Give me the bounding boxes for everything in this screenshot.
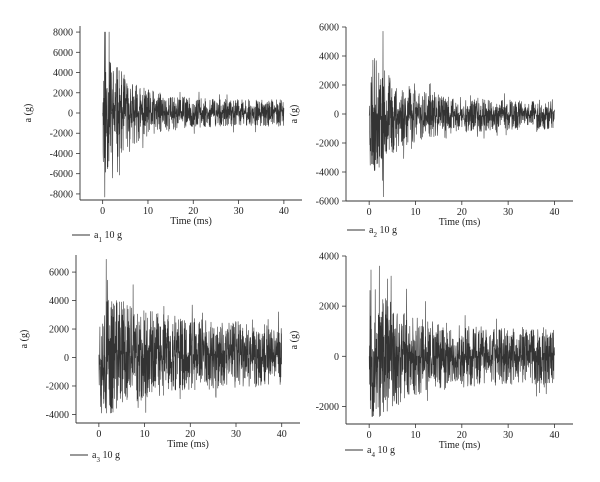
y-tick-label: 4000	[319, 52, 339, 63]
x-tick-label: 40	[549, 207, 559, 218]
y-tick-label: 6000	[319, 23, 339, 34]
x-axis-title: Time (ms)	[170, 216, 212, 227]
chart-panel-1: 0 10 20 30 40 -8000 -6000 -4000 -2000 0 2000 4000 60…	[23, 26, 302, 244]
x-axis-title: Time (ms)	[439, 440, 481, 451]
x-tick-label: 10	[143, 206, 153, 217]
x-axis-title: Time (ms)	[439, 217, 481, 228]
y-tick-label: 4000	[319, 252, 339, 263]
x-tick-label: 0	[96, 429, 101, 440]
y-tick-label: -4000	[316, 168, 339, 179]
series-line-4-1	[368, 265, 555, 417]
x-tick-label: 20	[185, 429, 195, 440]
x-tick-label: 30	[503, 207, 513, 218]
x-tick-label: 40	[277, 429, 287, 440]
legend: a4 10 g	[345, 445, 395, 459]
legend-label: a4 10 g	[367, 445, 395, 459]
x-tick-label: 0	[367, 207, 372, 218]
x-tick-label: 30	[231, 429, 241, 440]
y-axis-title: a (g)	[289, 105, 300, 124]
legend-label: a1 10 g	[94, 230, 122, 244]
y-tick-label: 2000	[319, 81, 339, 92]
y-tick-label: -2000	[316, 402, 339, 413]
chart-panel-2: 0 10 20 30 40 -6000 -4000 -2000 0 2000 4000 6000 Tim…	[289, 23, 573, 239]
y-tick-label: -2000	[46, 381, 69, 392]
x-tick-label: 30	[503, 430, 513, 441]
y-axis-title: a (g)	[19, 330, 30, 349]
y-tick-label: -4000	[46, 410, 69, 421]
x-tick-label: 20	[188, 206, 198, 217]
chart-panel-3: 0 10 20 30 40 -4000 -2000 0 2000 4000 6000 Time (ms…	[19, 255, 300, 464]
y-tick-label: 2000	[319, 302, 339, 313]
x-tick-label: 10	[410, 430, 420, 441]
x-tick-label: 30	[234, 206, 244, 217]
y-tick-label: -4000	[50, 149, 73, 160]
series-line-1-1	[102, 31, 285, 198]
y-tick-label: 4000	[49, 296, 69, 307]
x-tick-label: 20	[457, 207, 467, 218]
y-tick-label: 0	[334, 110, 339, 121]
y-tick-label: 2000	[53, 88, 73, 99]
y-axis-title: a (g)	[289, 331, 300, 350]
series-line-2-1	[368, 31, 555, 197]
y-tick-label: -2000	[50, 129, 73, 140]
x-tick-label: 20	[457, 430, 467, 441]
chart-panel-4: 0 10 20 30 40 -2000 0 2000 4000 Time (ms) a (g) a4 …	[289, 252, 573, 459]
legend-label: a2 10 g	[369, 225, 397, 239]
y-tick-label: 0	[64, 353, 69, 364]
legend-label: a3 10 g	[92, 450, 120, 464]
x-tick-label: 0	[100, 206, 105, 217]
legend: a2 10 g	[347, 225, 397, 239]
x-tick-label: 40	[549, 430, 559, 441]
y-tick-label: 6000	[49, 268, 69, 279]
y-tick-label: -8000	[50, 189, 73, 200]
y-tick-label: 8000	[53, 28, 73, 39]
y-tick-label: -6000	[316, 197, 339, 208]
y-tick-label: 0	[68, 109, 73, 120]
x-axis-title: Time (ms)	[167, 439, 209, 450]
legend: a3 10 g	[70, 450, 120, 464]
y-tick-label: 0	[334, 352, 339, 363]
series-line-3-1	[98, 259, 282, 414]
y-tick-label: 6000	[53, 48, 73, 59]
legend: a1 10 g	[72, 230, 122, 244]
y-axis-title: a (g)	[23, 104, 34, 123]
x-tick-label: 40	[279, 206, 289, 217]
x-tick-label: 10	[410, 207, 420, 218]
x-tick-label: 0	[367, 430, 372, 441]
y-tick-label: 4000	[53, 68, 73, 79]
y-tick-label: -6000	[50, 169, 73, 180]
x-tick-label: 10	[140, 429, 150, 440]
y-tick-label: 2000	[49, 325, 69, 336]
y-tick-label: -2000	[316, 139, 339, 150]
